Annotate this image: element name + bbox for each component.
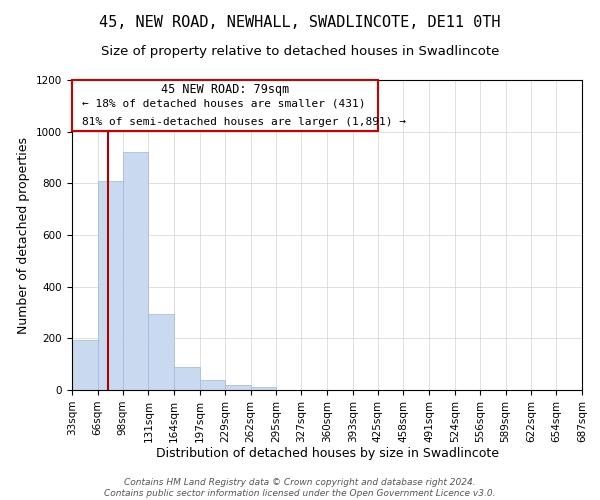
Text: Size of property relative to detached houses in Swadlincote: Size of property relative to detached ho… [101, 45, 499, 58]
FancyBboxPatch shape [72, 80, 378, 131]
Bar [98, 180, 122, 390]
Bar [72, 340, 98, 390]
X-axis label: Distribution of detached houses by size in Swadlincote: Distribution of detached houses by size … [155, 448, 499, 460]
Bar [122, 152, 148, 390]
Text: Contains HM Land Registry data © Crown copyright and database right 2024.
Contai: Contains HM Land Registry data © Crown c… [104, 478, 496, 498]
Bar [148, 314, 174, 390]
Text: 81% of semi-detached houses are larger (1,891) →: 81% of semi-detached houses are larger (… [82, 117, 406, 127]
Bar [200, 380, 225, 390]
Y-axis label: Number of detached properties: Number of detached properties [17, 136, 31, 334]
Text: 45, NEW ROAD, NEWHALL, SWADLINCOTE, DE11 0TH: 45, NEW ROAD, NEWHALL, SWADLINCOTE, DE11… [99, 15, 501, 30]
Text: 45 NEW ROAD: 79sqm: 45 NEW ROAD: 79sqm [161, 83, 289, 96]
Bar [251, 388, 277, 390]
Text: ← 18% of detached houses are smaller (431): ← 18% of detached houses are smaller (43… [82, 98, 366, 108]
Bar [225, 386, 251, 390]
Bar [174, 368, 200, 390]
